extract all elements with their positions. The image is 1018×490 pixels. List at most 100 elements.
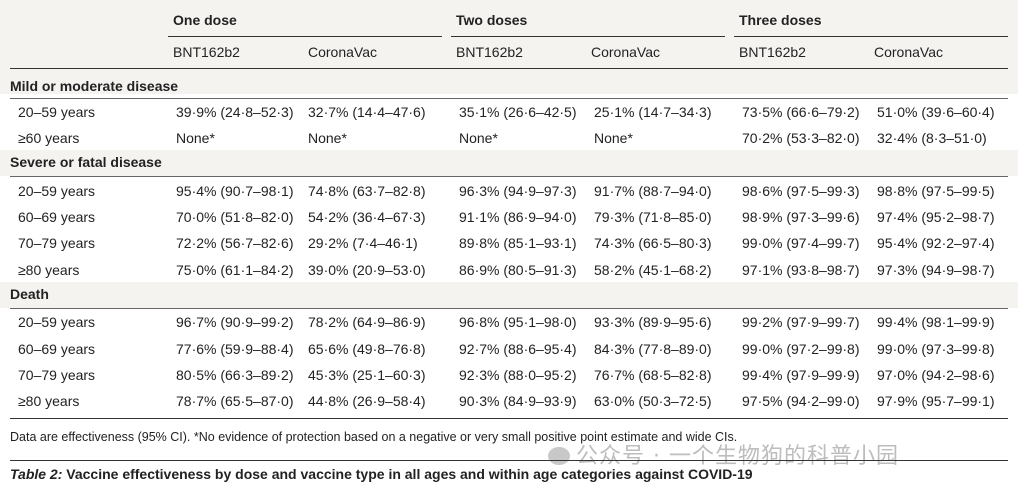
table-cell: 98·6% (97·5–99·3) — [742, 183, 860, 199]
table-cell: 44·8% (26·9–58·4) — [308, 393, 426, 409]
section-rule-mild — [10, 98, 1008, 99]
table-cell: 75·0% (61·1–84·2) — [176, 262, 294, 278]
table-cell: 78·7% (65·5–87·0) — [176, 393, 294, 409]
row-label: 70–79 years — [18, 367, 96, 383]
section-title-severe: Severe or fatal disease — [10, 154, 162, 170]
table-cell: 29·2% (7·4–46·1) — [308, 235, 418, 251]
caption-label: Table 2: — [10, 466, 63, 482]
section-title-mild: Mild or moderate disease — [10, 78, 179, 94]
table-cell: 74·3% (66·5–80·3) — [594, 235, 712, 251]
row-label: 20–59 years — [18, 104, 96, 120]
section-rule-death — [10, 308, 1008, 309]
table-cell: 99·2% (97·9–99·7) — [742, 314, 860, 330]
table-cell: 99·4% (97·9–99·9) — [742, 367, 860, 383]
row-label: 60–69 years — [18, 341, 96, 357]
section-band-death — [0, 282, 1018, 308]
row-label: 60–69 years — [18, 209, 96, 225]
table-cell: 92·7% (88·6–95·4) — [459, 341, 577, 357]
table-cell: 84·3% (77·8–89·0) — [594, 341, 712, 357]
table-cell: 96·8% (95·1–98·0) — [459, 314, 577, 330]
table-cell: 63·0% (50·3–72·5) — [594, 393, 712, 409]
table-cell: 51·0% (39·6–60·4) — [877, 104, 995, 120]
table-cell: 35·1% (26·6–42·5) — [459, 104, 577, 120]
group-header-two-doses: Two doses — [456, 12, 528, 28]
table-cell: 98·8% (97·5–99·5) — [877, 183, 995, 199]
row-label: 20–59 years — [18, 183, 96, 199]
table-cell: 97·4% (95·2–98·7) — [877, 209, 995, 225]
row-label: ≥80 years — [18, 393, 80, 409]
section-rule-severe — [10, 176, 1008, 177]
section-band-severe — [0, 150, 1018, 176]
table-cell: None* — [459, 130, 498, 146]
table-cell: 80·5% (66·3–89·2) — [176, 367, 294, 383]
table-cell: 73·5% (66·6–79·2) — [742, 104, 860, 120]
group-rule-two-doses — [451, 36, 725, 37]
caption-text: Vaccine effectiveness by dose and vaccin… — [66, 466, 753, 482]
group-header-three-doses: Three doses — [739, 12, 822, 28]
row-label: 70–79 years — [18, 235, 96, 251]
vaccine-header-2: CoronaVac — [308, 44, 378, 60]
header-bottom-rule — [10, 68, 1008, 69]
table-cell: 90·3% (84·9–93·9) — [459, 393, 577, 409]
group-header-one-dose: One dose — [173, 12, 237, 28]
table-cell: 96·3% (94·9–97·3) — [459, 183, 577, 199]
table-cell: 70·2% (53·3–82·0) — [742, 130, 860, 146]
table-cell: 39·9% (24·8–52·3) — [176, 104, 294, 120]
table-bottom-rule — [10, 418, 1008, 419]
wechat-icon — [548, 447, 570, 465]
caption-top-rule — [10, 460, 1008, 461]
table-footnote: Data are effectiveness (95% CI). *No evi… — [10, 430, 738, 444]
table-cell: None* — [594, 130, 633, 146]
table-cell: 70·0% (51·8–82·0) — [176, 209, 294, 225]
table-cell: 86·9% (80·5–91·3) — [459, 262, 577, 278]
table-cell: 99·0% (97·4–99·7) — [742, 235, 860, 251]
table-cell: 89·8% (85·1–93·1) — [459, 235, 577, 251]
table-caption: Table 2: Vaccine effectiveness by dose a… — [10, 466, 753, 482]
group-rule-three-doses — [734, 36, 1008, 37]
table-cell: 91·1% (86·9–94·0) — [459, 209, 577, 225]
section-title-death: Death — [10, 286, 49, 302]
table-cell: 92·3% (88·0–95·2) — [459, 367, 577, 383]
table-cell: 58·2% (45·1–68·2) — [594, 262, 712, 278]
table-cell: 77·6% (59·9–88·4) — [176, 341, 294, 357]
table-cell: None* — [176, 130, 215, 146]
table-cell: 32·7% (14·4–47·6) — [308, 104, 426, 120]
table-cell: 72·2% (56·7–82·6) — [176, 235, 294, 251]
table-cell: 54·2% (36·4–67·3) — [308, 209, 426, 225]
table-cell: 97·5% (94·2–99·0) — [742, 393, 860, 409]
table-cell: 45·3% (25·1–60·3) — [308, 367, 426, 383]
table-cell: 32·4% (8·3–51·0) — [877, 130, 987, 146]
table-cell: 74·8% (63·7–82·8) — [308, 183, 426, 199]
table-header-band — [0, 0, 1018, 94]
watermark-text: 公众号 · 一个生物狗的科普小园 — [576, 444, 899, 469]
table-cell: 99·0% (97·3–99·8) — [877, 341, 995, 357]
table-cell: 97·1% (93·8–98·7) — [742, 262, 860, 278]
table-cell: 99·4% (98·1–99·9) — [877, 314, 995, 330]
table-cell: 79·3% (71·8–85·0) — [594, 209, 712, 225]
table-cell: 96·7% (90·9–99·2) — [176, 314, 294, 330]
table-cell: 65·6% (49·8–76·8) — [308, 341, 426, 357]
watermark: 公众号 · 一个生物狗的科普小园 — [548, 438, 899, 470]
row-label: 20–59 years — [18, 314, 96, 330]
table-cell: 91·7% (88·7–94·0) — [594, 183, 712, 199]
table-cell: None* — [308, 130, 347, 146]
vaccine-header-1: BNT162b2 — [173, 44, 240, 60]
vaccine-header-6: CoronaVac — [874, 44, 944, 60]
vaccine-header-3: BNT162b2 — [456, 44, 523, 60]
table-cell: 78·2% (64·9–86·9) — [308, 314, 426, 330]
table-cell: 93·3% (89·9–95·6) — [594, 314, 712, 330]
vaccine-header-5: BNT162b2 — [739, 44, 806, 60]
table-cell: 76·7% (68·5–82·8) — [594, 367, 712, 383]
table-cell: 95·4% (92·2–97·4) — [877, 235, 995, 251]
table-cell: 25·1% (14·7–34·3) — [594, 104, 712, 120]
vaccine-header-4: CoronaVac — [591, 44, 661, 60]
table-cell: 97·9% (95·7–99·1) — [877, 393, 995, 409]
table-cell: 99·0% (97·2–99·8) — [742, 341, 860, 357]
group-rule-one-dose — [168, 36, 442, 37]
table-cell: 95·4% (90·7–98·1) — [176, 183, 294, 199]
table-cell: 97·0% (94·2–98·6) — [877, 367, 995, 383]
row-label: ≥80 years — [18, 262, 80, 278]
table-cell: 39·0% (20·9–53·0) — [308, 262, 426, 278]
table-cell: 97·3% (94·9–98·7) — [877, 262, 995, 278]
